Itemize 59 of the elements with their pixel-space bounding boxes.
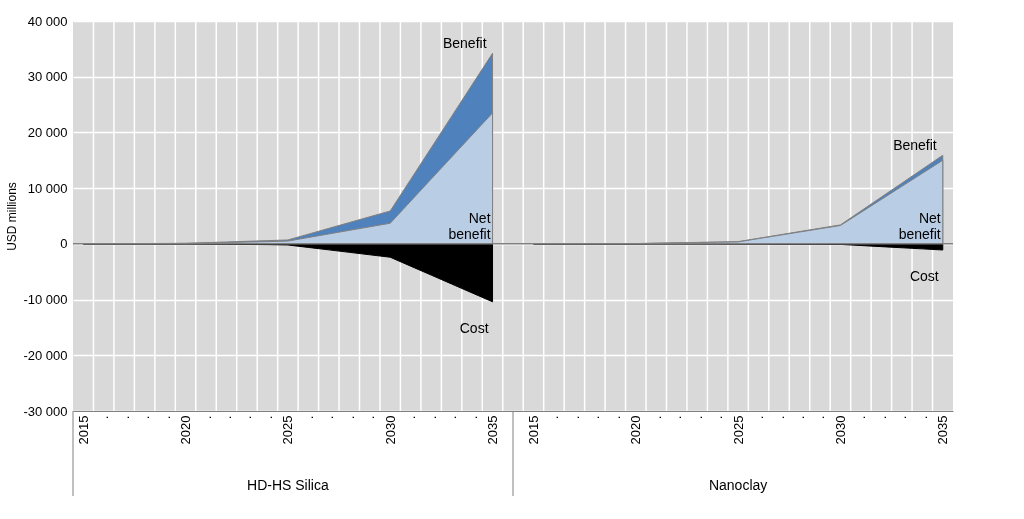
x-tick-label: . [607, 415, 623, 420]
x-tick-label: 2035 [485, 415, 501, 445]
x-tick-label: . [96, 415, 112, 420]
x-tick-label: . [157, 415, 173, 420]
y-axis-title: USD millions [5, 182, 20, 251]
x-tick-label: . [873, 415, 889, 420]
x-tick-label: . [321, 415, 337, 420]
text: HD-HS Silica [247, 477, 329, 493]
x-tick-label: 2025 [280, 415, 296, 445]
text: Cost [459, 319, 489, 336]
x-tick-label: . [116, 415, 132, 420]
y-tick-label: 0 [60, 236, 68, 252]
x-tick-label: . [669, 415, 685, 420]
y-tick-label: 10 000 [27, 180, 68, 196]
x-tick-label: . [771, 415, 787, 420]
x-tick-label: . [587, 415, 603, 420]
x-tick-label: . [853, 415, 869, 420]
y-tick-label: 30 000 [27, 69, 68, 85]
y-tick-label: -10 000 [23, 292, 68, 308]
x-tick-label: . [812, 415, 828, 420]
x-tick-label: 2015 [525, 415, 541, 445]
x-tick-label: 2030 [832, 415, 848, 445]
text: Nanoclay [708, 477, 768, 493]
x-tick-label: . [648, 415, 664, 420]
x-tick-label: 2020 [628, 415, 644, 445]
x-tick-label: . [689, 415, 705, 420]
x-tick-label: 2020 [178, 415, 194, 445]
x-tick-label: . [362, 415, 378, 420]
x-tick-label: . [751, 415, 767, 420]
y-tick-label: 20 000 [27, 124, 68, 140]
x-tick-label: . [137, 415, 153, 420]
x-tick-label: . [710, 415, 726, 420]
y-tick-label: -20 000 [23, 347, 68, 363]
x-tick-label: . [566, 415, 582, 420]
x-tick-label: . [403, 415, 419, 420]
text: Net benefit [898, 209, 941, 242]
x-tick-label: 2030 [382, 415, 398, 445]
text: Benefit [442, 35, 487, 52]
x-tick-label: . [300, 415, 316, 420]
x-tick-label: . [218, 415, 234, 420]
x-tick-label: . [894, 415, 910, 420]
y-tick-label: -30 000 [23, 403, 68, 419]
x-tick-label: . [464, 415, 480, 420]
x-tick-label: . [198, 415, 214, 420]
y-tick-label: 40 000 [27, 13, 68, 29]
x-tick-label: . [341, 415, 357, 420]
x-tick-label: 2015 [75, 415, 91, 445]
series-label: Benefit [893, 137, 937, 154]
x-tick-label: . [259, 415, 275, 420]
x-tick-label: . [423, 415, 439, 420]
x-tick-label: 2035 [935, 415, 951, 445]
x-tick-label: . [914, 415, 930, 420]
x-tick-label: . [239, 415, 255, 420]
x-tick-label: . [792, 415, 808, 420]
x-tick-label: . [546, 415, 562, 420]
x-tick-label: 2025 [730, 415, 746, 445]
x-tick-label: . [444, 415, 460, 420]
series-label: Cost [909, 267, 939, 284]
series-label: Net benefit [448, 209, 491, 242]
